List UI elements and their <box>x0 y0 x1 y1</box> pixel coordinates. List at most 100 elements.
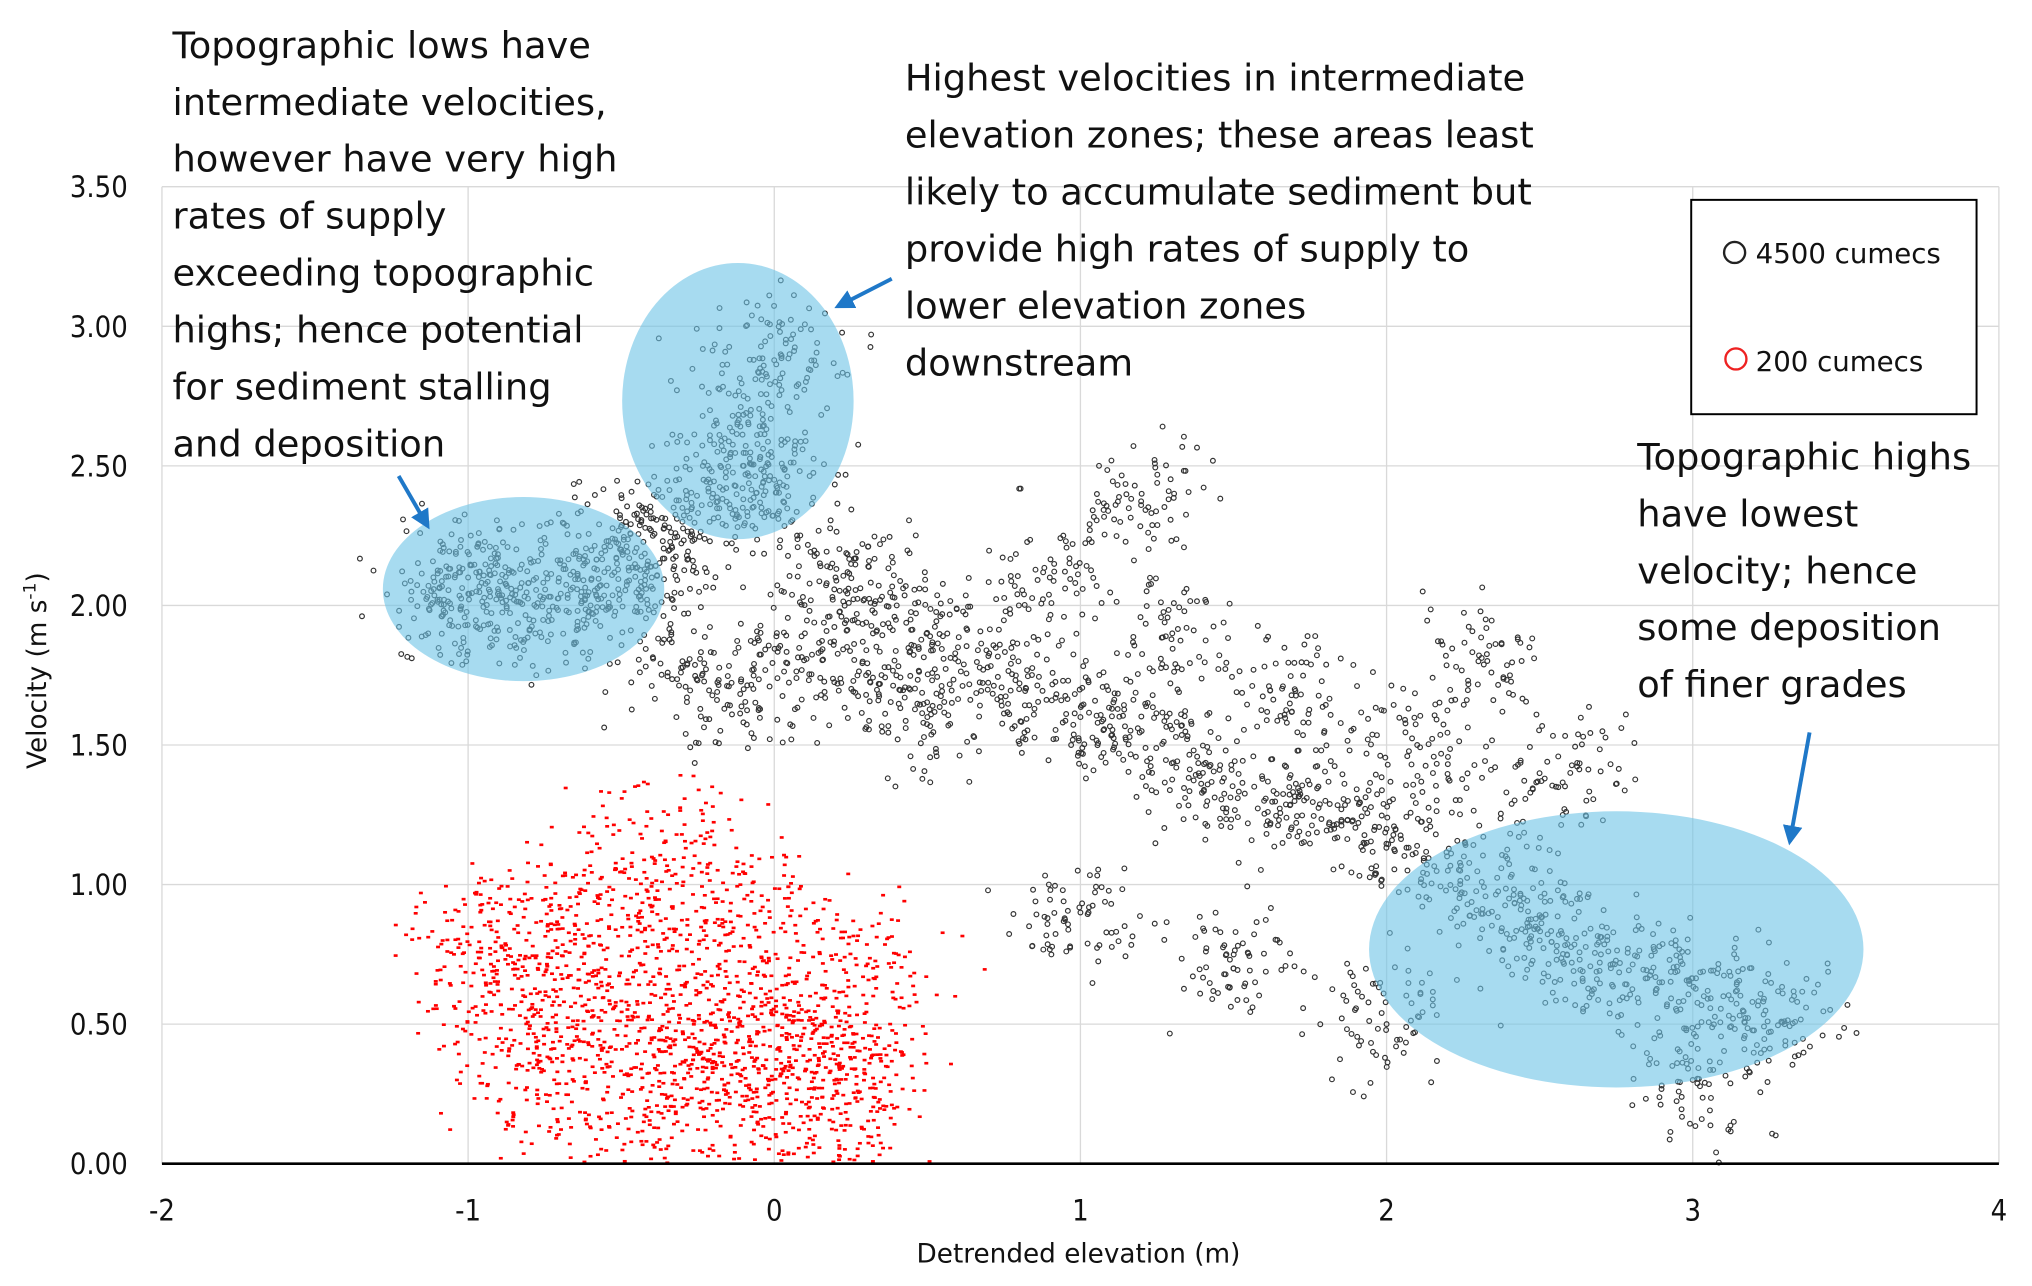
data-point-200 <box>478 893 483 896</box>
data-point-200 <box>832 1082 837 1086</box>
data-point-200 <box>661 1081 666 1085</box>
data-point-4500 <box>728 679 735 686</box>
data-point-4500 <box>1429 735 1436 742</box>
data-point-4500 <box>929 647 936 654</box>
data-point-4500 <box>1599 728 1606 735</box>
data-point-4500 <box>1227 794 1234 801</box>
data-point-200 <box>576 968 581 971</box>
data-point-4500 <box>1356 1042 1362 1049</box>
data-point-200 <box>766 1079 771 1083</box>
data-point-200 <box>780 1116 785 1119</box>
data-point-200 <box>737 960 742 963</box>
data-point-4500 <box>1108 713 1115 720</box>
data-point-4500 <box>1190 777 1197 784</box>
data-point-200 <box>697 939 702 943</box>
data-point-200 <box>630 1109 635 1113</box>
data-point-200 <box>448 984 453 987</box>
data-point-200 <box>738 1124 743 1127</box>
data-point-4500 <box>701 678 708 685</box>
data-point-200 <box>700 1065 705 1069</box>
data-point-200 <box>582 868 587 872</box>
data-point-4500 <box>1066 555 1073 562</box>
data-point-4500 <box>1285 833 1292 839</box>
data-point-200 <box>909 1064 914 1068</box>
data-point-4500 <box>1459 776 1466 783</box>
data-point-4500 <box>853 610 860 617</box>
data-point-4500 <box>1052 931 1059 937</box>
data-point-4500 <box>994 653 1001 660</box>
data-point-200 <box>831 1094 836 1097</box>
data-point-4500 <box>1186 660 1193 667</box>
data-point-4500 <box>1100 506 1107 513</box>
data-point-200 <box>595 894 600 897</box>
data-point-200 <box>605 825 610 828</box>
data-point-200 <box>553 990 558 993</box>
data-point-200 <box>917 1115 922 1119</box>
data-point-4500 <box>1212 909 1219 916</box>
data-point-200 <box>643 940 648 943</box>
data-point-4500 <box>1227 1003 1234 1010</box>
data-point-4500 <box>1417 712 1424 719</box>
data-point-200 <box>455 1040 460 1044</box>
data-point-4500 <box>1185 802 1192 809</box>
data-point-4500 <box>1239 757 1246 764</box>
data-point-200 <box>709 1023 713 1027</box>
data-point-4500 <box>1011 723 1018 730</box>
data-point-4500 <box>1439 641 1446 648</box>
data-point-4500 <box>1163 723 1170 730</box>
data-point-200 <box>948 1062 953 1066</box>
data-point-4500 <box>931 708 938 715</box>
data-point-200 <box>607 1002 612 1006</box>
data-point-4500 <box>892 616 899 623</box>
data-point-4500 <box>1458 667 1465 674</box>
data-point-200 <box>836 1011 841 1015</box>
data-point-4500 <box>993 596 1000 603</box>
data-point-4500 <box>978 640 985 647</box>
data-point-200 <box>895 982 900 985</box>
data-point-200 <box>729 1063 733 1066</box>
data-point-4500 <box>1234 942 1241 949</box>
data-point-200 <box>764 961 769 965</box>
data-point-200 <box>506 962 510 966</box>
data-point-4500 <box>794 544 801 551</box>
data-point-4500 <box>1223 659 1230 666</box>
data-point-4500 <box>1687 1120 1693 1127</box>
data-point-200 <box>638 882 643 886</box>
data-point-4500 <box>1409 851 1416 858</box>
data-point-200 <box>538 1059 543 1063</box>
data-point-4500 <box>1358 813 1365 820</box>
data-point-200 <box>497 887 502 890</box>
data-point-200 <box>808 1058 812 1062</box>
data-point-4500 <box>1486 642 1493 649</box>
data-point-200 <box>727 1102 732 1106</box>
data-point-200 <box>879 1059 884 1063</box>
data-point-200 <box>775 1024 780 1028</box>
data-point-200 <box>605 989 610 993</box>
data-point-4500 <box>868 622 875 629</box>
data-point-200 <box>852 984 857 988</box>
data-point-4500 <box>1844 1001 1851 1008</box>
data-point-200 <box>559 973 564 976</box>
data-point-4500 <box>1071 710 1078 717</box>
data-point-4500 <box>1178 955 1185 962</box>
data-point-200 <box>611 1007 616 1011</box>
data-point-4500 <box>999 554 1006 561</box>
data-point-4500 <box>901 592 908 599</box>
data-point-200 <box>530 944 535 948</box>
data-point-200 <box>558 987 563 991</box>
data-point-4500 <box>1151 920 1158 927</box>
data-point-4500 <box>742 698 749 705</box>
data-point-4500 <box>1311 974 1318 981</box>
data-point-4500 <box>827 517 834 524</box>
data-point-200 <box>661 932 666 935</box>
data-point-200 <box>541 898 546 902</box>
data-point-200 <box>768 1045 773 1048</box>
data-point-200 <box>442 965 447 969</box>
data-point-200 <box>796 1128 801 1132</box>
data-point-200 <box>867 1048 872 1051</box>
data-point-200 <box>476 881 481 885</box>
data-point-4500 <box>816 578 823 585</box>
data-point-200 <box>779 1072 784 1075</box>
data-point-200 <box>927 1160 932 1163</box>
data-point-200 <box>456 946 461 949</box>
